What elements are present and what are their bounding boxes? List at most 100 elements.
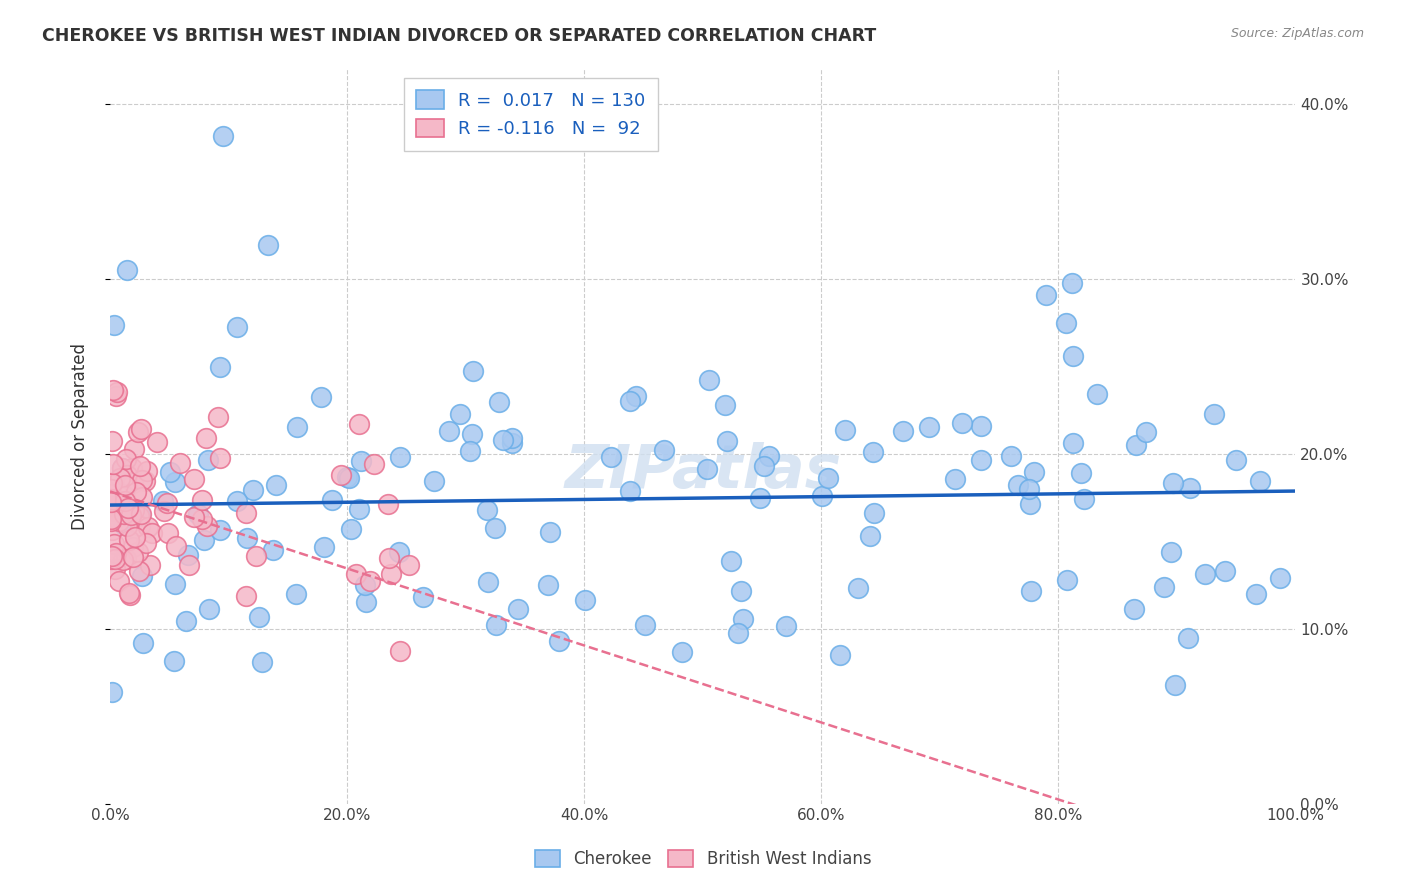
Point <box>508 602 530 616</box>
Point <box>177 558 200 572</box>
Point <box>242 483 264 497</box>
Point <box>177 548 200 562</box>
Point <box>112 508 135 522</box>
Point <box>101 499 124 513</box>
Point <box>350 454 373 468</box>
Point <box>115 451 138 466</box>
Point <box>114 552 136 566</box>
Point <box>100 483 122 497</box>
Point <box>176 615 198 629</box>
Point <box>209 451 232 466</box>
Point <box>131 490 153 504</box>
Point <box>349 417 371 432</box>
Point <box>354 595 377 609</box>
Point <box>152 503 174 517</box>
Point <box>103 537 125 551</box>
Point <box>412 590 434 604</box>
Point <box>634 617 657 632</box>
Point <box>100 684 122 698</box>
Point <box>141 526 163 541</box>
Point <box>1070 466 1092 480</box>
Point <box>828 648 851 663</box>
Point <box>100 487 122 501</box>
Point <box>344 567 367 582</box>
Point <box>193 533 215 547</box>
Point <box>107 574 129 588</box>
Point <box>112 552 135 566</box>
Point <box>122 442 145 457</box>
Text: ZIPatlas: ZIPatlas <box>564 442 841 500</box>
Point <box>339 522 361 536</box>
Point <box>191 512 214 526</box>
Point <box>250 655 273 669</box>
Point <box>114 478 136 492</box>
Point <box>477 574 499 589</box>
Point <box>115 262 138 277</box>
Point <box>1060 276 1083 290</box>
Point <box>122 476 145 491</box>
Point <box>129 507 152 521</box>
Point <box>117 501 139 516</box>
Point <box>501 431 523 445</box>
Point <box>264 477 287 491</box>
Point <box>758 449 780 463</box>
Point <box>1249 475 1271 489</box>
Point <box>1073 492 1095 507</box>
Point <box>107 514 129 528</box>
Point <box>733 611 755 625</box>
Point <box>730 584 752 599</box>
Point <box>138 520 160 534</box>
Point <box>1213 564 1236 578</box>
Point <box>152 494 174 508</box>
Point <box>114 489 136 503</box>
Point <box>846 582 869 596</box>
Point <box>100 551 122 566</box>
Point <box>337 471 360 485</box>
Point <box>574 593 596 607</box>
Point <box>208 359 231 374</box>
Point <box>195 431 218 445</box>
Point <box>1135 425 1157 440</box>
Point <box>754 459 776 474</box>
Point <box>159 465 181 479</box>
Point <box>353 578 375 592</box>
Point <box>118 585 141 599</box>
Point <box>247 609 270 624</box>
Point <box>1160 545 1182 559</box>
Point <box>235 506 257 520</box>
Point <box>449 407 471 421</box>
Point <box>537 578 560 592</box>
Point <box>115 518 138 533</box>
Point <box>1054 316 1077 330</box>
Point <box>1164 678 1187 692</box>
Point <box>131 568 153 582</box>
Point <box>146 435 169 450</box>
Point <box>111 460 134 475</box>
Point <box>100 434 122 448</box>
Point <box>115 468 138 483</box>
Point <box>950 417 973 431</box>
Point <box>111 516 134 530</box>
Point <box>129 518 152 533</box>
Point <box>125 484 148 499</box>
Point <box>105 385 128 400</box>
Point <box>1161 476 1184 491</box>
Point <box>697 373 720 387</box>
Legend: Cherokee, British West Indians: Cherokee, British West Indians <box>529 843 877 875</box>
Point <box>127 425 149 439</box>
Point <box>329 467 352 482</box>
Point <box>834 423 856 437</box>
Point <box>485 618 508 632</box>
Point <box>619 484 641 499</box>
Point <box>108 505 131 519</box>
Point <box>101 476 124 491</box>
Point <box>101 383 124 397</box>
Point <box>169 457 191 471</box>
Point <box>1035 287 1057 301</box>
Point <box>100 515 122 529</box>
Point <box>101 549 124 563</box>
Point <box>943 472 966 486</box>
Point <box>624 389 647 403</box>
Y-axis label: Divorced or Separated: Divorced or Separated <box>72 343 89 530</box>
Point <box>1178 481 1201 495</box>
